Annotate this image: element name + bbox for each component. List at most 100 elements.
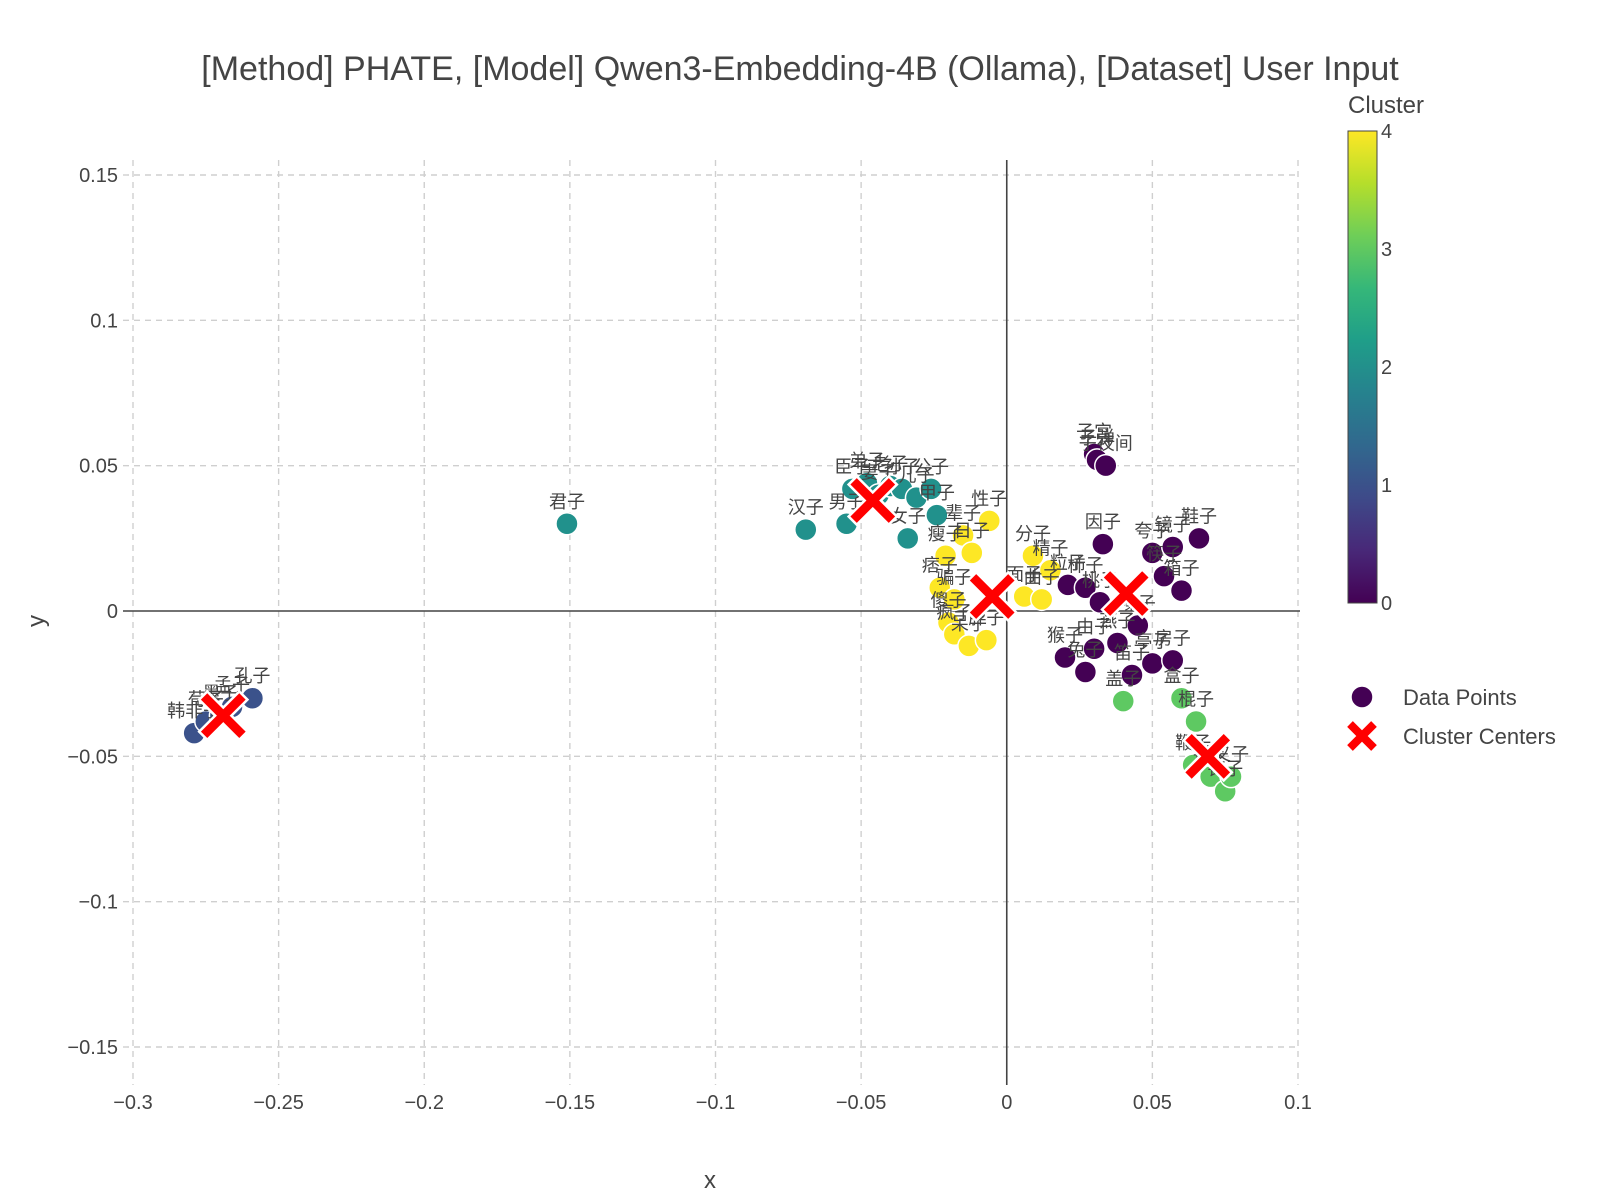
legend-label: Data Points bbox=[1403, 685, 1517, 710]
data-point bbox=[925, 503, 949, 527]
data-point bbox=[1029, 587, 1054, 612]
x-tick-label: −0.3 bbox=[113, 1092, 152, 1114]
point-label: 亭子 bbox=[1134, 631, 1170, 652]
data-point bbox=[1169, 686, 1194, 710]
y-tick-label: −0.1 bbox=[79, 892, 118, 914]
data-point bbox=[1184, 709, 1208, 734]
y-tick-label: 0 bbox=[107, 601, 118, 623]
colorbar-title: Cluster bbox=[1348, 92, 1424, 119]
point-label: 盖子 bbox=[1105, 669, 1141, 690]
y-axis-ticks: 0.15 0.1 0.05 0 −0.05 −0.1 −0.15 bbox=[67, 165, 118, 1059]
data-point bbox=[1161, 648, 1185, 673]
point-label: 汉子 bbox=[788, 498, 824, 519]
point-label: 老子 bbox=[872, 454, 908, 475]
data-point bbox=[555, 512, 579, 536]
cluster-center bbox=[1100, 567, 1153, 620]
point-label: 男子 bbox=[829, 492, 865, 513]
point-label: 因子 bbox=[1085, 512, 1121, 533]
y-tick-label: −0.15 bbox=[67, 1037, 118, 1059]
point-label: 性子 bbox=[971, 489, 1007, 510]
data-point bbox=[1105, 631, 1130, 655]
y-axis-title: y bbox=[23, 615, 50, 627]
data-point bbox=[1111, 689, 1135, 713]
point-label: 骗子 bbox=[936, 567, 972, 588]
point-label: 臣子 bbox=[834, 457, 870, 478]
legend-circle-icon bbox=[1350, 685, 1374, 709]
point-label: 由子 bbox=[1076, 617, 1112, 638]
data-point bbox=[1082, 637, 1106, 661]
legend-item: Data Points bbox=[1350, 685, 1517, 710]
cluster-center bbox=[197, 689, 250, 742]
data-point bbox=[942, 587, 967, 612]
colorbar-tick-label: 2 bbox=[1381, 357, 1392, 379]
point-label: 儿子 bbox=[898, 466, 934, 487]
x-axis-ticks: −0.3 −0.25 −0.2 −0.15 −0.1 −0.05 0 0.05 0.1 bbox=[113, 1092, 1312, 1114]
data-point bbox=[933, 544, 958, 568]
point-label: 子弹 bbox=[1079, 428, 1115, 449]
data-point bbox=[1091, 532, 1115, 556]
point-label: 君子 bbox=[549, 492, 585, 513]
colorbar: Cluster 0 1 2 3 4 bbox=[1347, 92, 1424, 615]
x-tick-label: −0.2 bbox=[405, 1092, 444, 1114]
point-label: 甲子 bbox=[919, 483, 955, 504]
x-tick-label: 0.1 bbox=[1284, 1092, 1312, 1114]
data-point bbox=[1152, 564, 1176, 588]
x-tick-label: 0.05 bbox=[1133, 1092, 1172, 1114]
point-label: 兔子 bbox=[1067, 640, 1103, 661]
colorbar-gradient bbox=[1347, 130, 1378, 604]
colorbar-tick-label: 1 bbox=[1381, 475, 1392, 497]
x-tick-label: −0.25 bbox=[253, 1092, 304, 1114]
point-label: 镜子 bbox=[1155, 515, 1191, 536]
point-label: 房子 bbox=[1155, 628, 1191, 649]
legend-label: Cluster Centers bbox=[1403, 724, 1556, 749]
point-label: 孙子 bbox=[884, 457, 920, 478]
point-label: 曲子 bbox=[1024, 567, 1060, 588]
colorbar-tick-label: 3 bbox=[1381, 239, 1392, 261]
legend: Data Points Cluster Centers bbox=[1347, 685, 1556, 751]
point-label: 女子 bbox=[890, 506, 926, 527]
cluster-center bbox=[1181, 730, 1234, 783]
y-tick-label: 0.05 bbox=[79, 456, 118, 478]
data-point bbox=[1021, 544, 1045, 568]
cluster-centers bbox=[197, 474, 1234, 783]
point-label: 公子 bbox=[913, 457, 949, 478]
data-point bbox=[895, 526, 920, 551]
legend-item: Cluster Centers bbox=[1347, 721, 1556, 751]
point-label: 分子 bbox=[1015, 524, 1051, 545]
point-label: 瘦子 bbox=[928, 524, 964, 545]
y-tick-label: −0.05 bbox=[67, 746, 118, 768]
colorbar-tick-label: 4 bbox=[1381, 121, 1392, 143]
point-label: 粒子 bbox=[1050, 553, 1086, 574]
cluster-center bbox=[966, 570, 1019, 623]
point-label: 夸子 bbox=[1134, 521, 1170, 542]
data-point bbox=[1073, 575, 1098, 600]
chart-title: [Method] PHATE, [Model] Qwen3-Embedding-… bbox=[201, 50, 1399, 88]
point-label: 猴子 bbox=[1047, 626, 1083, 647]
point-label: 筷子 bbox=[1146, 544, 1182, 565]
point-label: 孟子 bbox=[214, 675, 250, 696]
point-label: 日子 bbox=[954, 521, 990, 542]
colorbar-ticks: 0 1 2 3 4 bbox=[1381, 121, 1392, 615]
point-label: 笛子 bbox=[1114, 643, 1150, 664]
data-point bbox=[1073, 660, 1098, 684]
point-label: 疯子 bbox=[936, 602, 972, 623]
data-point bbox=[1169, 578, 1194, 603]
y-tick-label: 0.15 bbox=[79, 165, 118, 187]
legend-x-icon bbox=[1347, 721, 1377, 751]
data-point bbox=[1187, 526, 1211, 551]
point-label: 辈子 bbox=[945, 503, 981, 524]
point-label: 痞子 bbox=[922, 556, 958, 577]
data-point bbox=[960, 541, 984, 565]
x-tick-label: −0.05 bbox=[836, 1092, 887, 1114]
data-point bbox=[919, 477, 943, 501]
point-label: 精子 bbox=[1032, 538, 1068, 559]
cluster-center bbox=[846, 474, 899, 527]
x-tick-label: 0 bbox=[1001, 1092, 1012, 1114]
point-label: 子夜间 bbox=[1079, 434, 1133, 455]
point-label: 傻子 bbox=[931, 591, 967, 612]
data-point bbox=[1120, 663, 1144, 687]
data-point bbox=[1053, 645, 1077, 670]
point-label: 棍子 bbox=[1178, 689, 1214, 710]
